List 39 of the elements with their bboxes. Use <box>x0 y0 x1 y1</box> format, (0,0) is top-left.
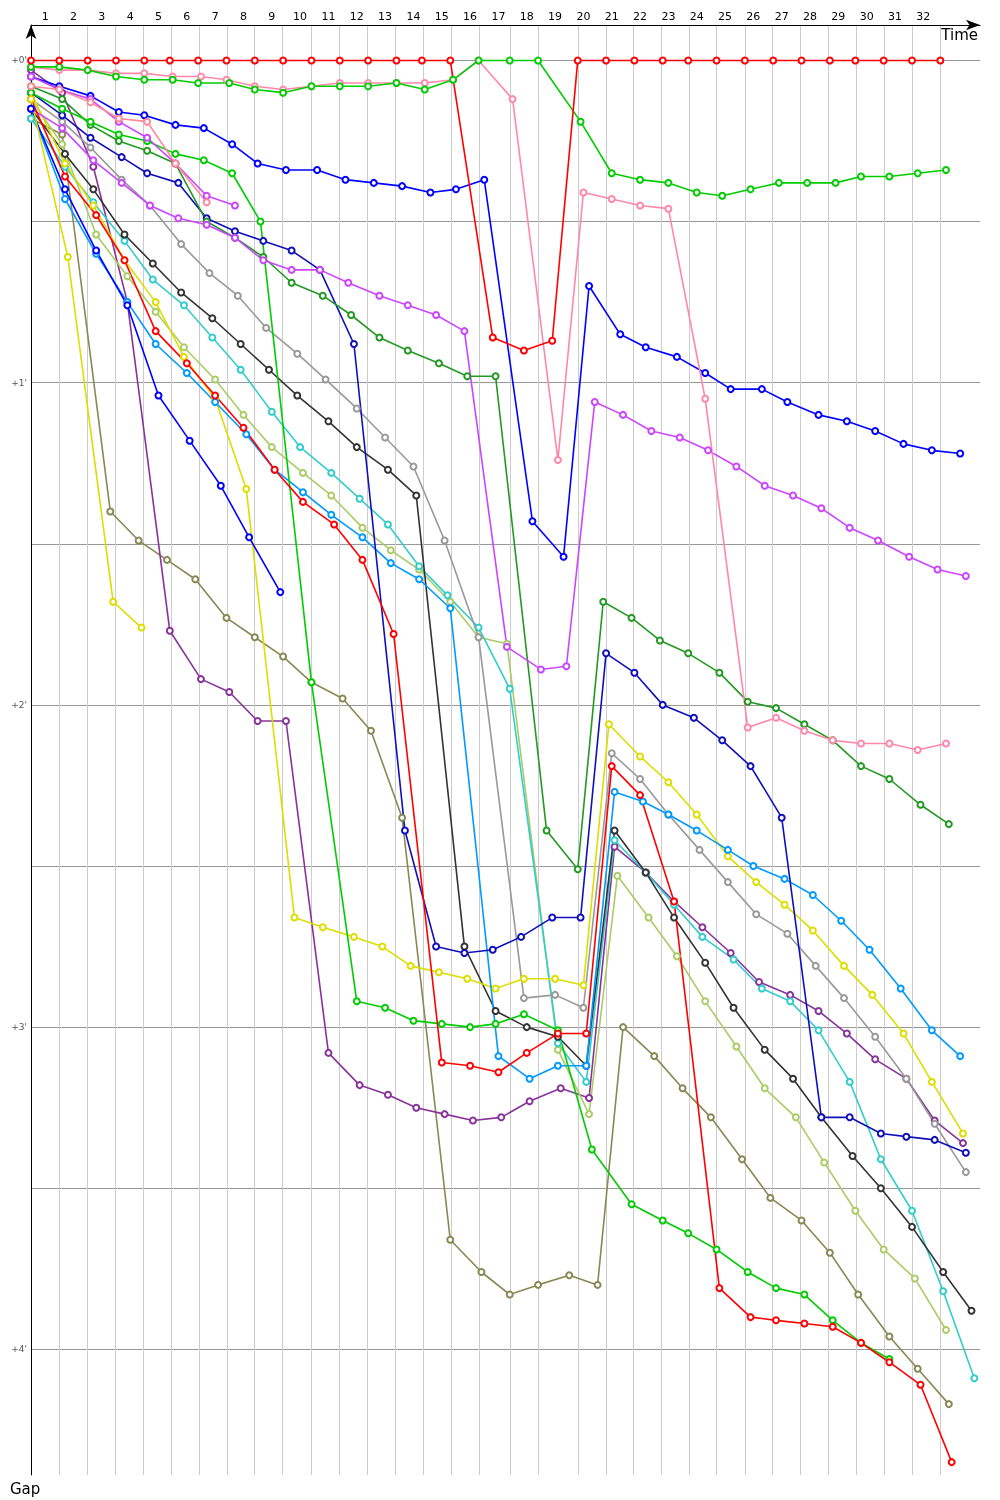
x-tick-label: 17 <box>491 10 506 23</box>
x-tick-label: 20 <box>576 10 591 23</box>
x-tick-label: 7 <box>211 10 219 23</box>
x-tick-label: 8 <box>239 10 247 23</box>
x-tick-label: 12 <box>349 10 364 23</box>
x-tick-label: 1 <box>41 10 49 23</box>
x-tick-label: 14 <box>406 10 421 23</box>
x-tick-label: 6 <box>183 10 191 23</box>
x-tick-label: 18 <box>519 10 534 23</box>
x-tick-label: 3 <box>98 10 106 23</box>
x-tick-label: 32 <box>916 10 931 23</box>
x-tick-label: 4 <box>126 10 134 23</box>
x-tick-label: 27 <box>774 10 789 23</box>
x-tick-label: 28 <box>803 10 818 23</box>
x-tick-label: 15 <box>434 10 449 23</box>
x-axis-title: Time <box>940 25 979 44</box>
x-tick-label: 21 <box>604 10 619 23</box>
y-tick-label: +2' <box>11 699 27 710</box>
x-tick-label: 5 <box>154 10 162 23</box>
x-tick-label: 26 <box>746 10 761 23</box>
x-tick-label: 31 <box>888 10 903 23</box>
y-tick-label: +4' <box>11 1344 27 1355</box>
x-tick-label: 23 <box>661 10 676 23</box>
y-tick-label: +0' <box>11 55 27 66</box>
x-tick-label: 11 <box>321 10 336 23</box>
x-tick-label: 22 <box>633 10 648 23</box>
x-tick-label: 19 <box>548 10 563 23</box>
x-tick-label: 9 <box>268 10 276 23</box>
y-tick-label: +3' <box>11 1022 27 1033</box>
x-tick-label: 25 <box>718 10 733 23</box>
x-tick-label: 13 <box>378 10 393 23</box>
x-tick-label: 10 <box>293 10 308 23</box>
x-tick-label: 30 <box>859 10 874 23</box>
y-tick-label: +1' <box>11 377 27 388</box>
x-tick-label: 29 <box>831 10 846 23</box>
x-tick-label: 24 <box>689 10 704 23</box>
y-axis-title: Gap <box>10 1479 41 1498</box>
x-tick-label: 2 <box>69 10 77 23</box>
x-tick-label: 16 <box>463 10 478 23</box>
